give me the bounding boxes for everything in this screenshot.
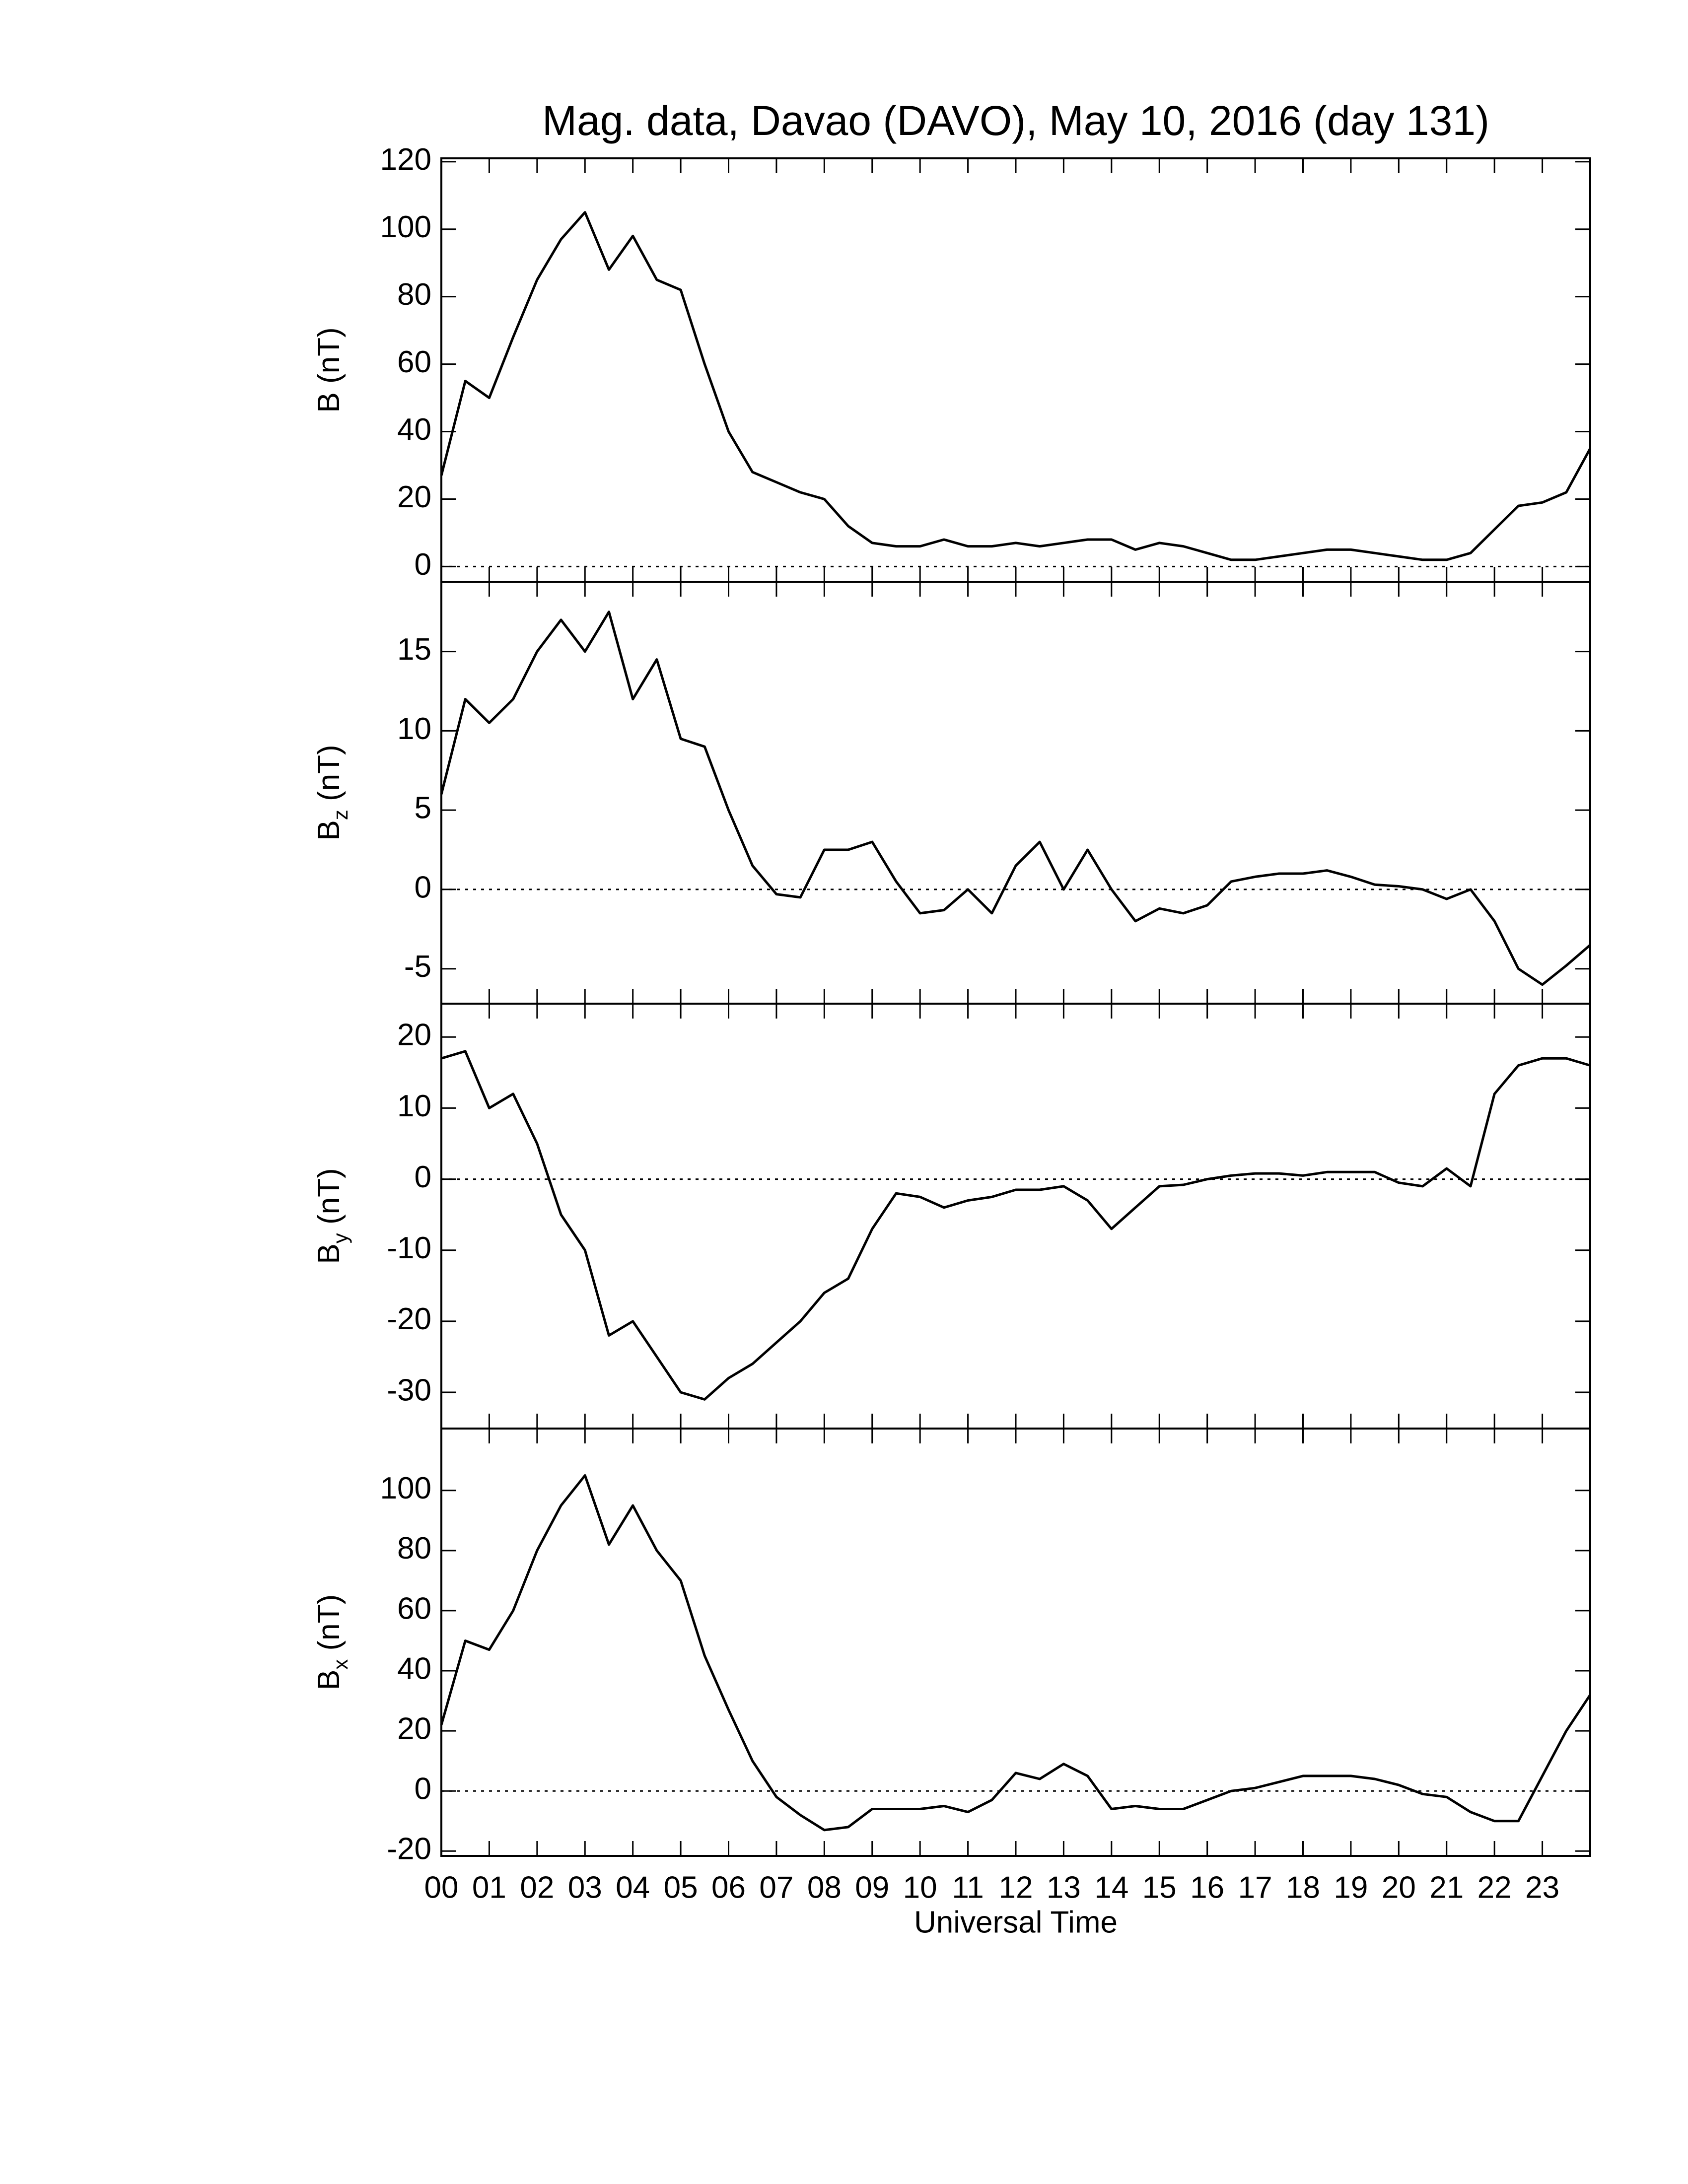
x-tick-label: 02 [520,1870,554,1905]
plot-frame [440,157,1591,583]
x-axis-label: Universal Time [914,1905,1118,1939]
y-tick-label: 120 [380,142,431,177]
x-tick-label: 16 [1190,1870,1224,1905]
y-tick-label: 15 [397,632,431,667]
x-tick-label: 14 [1094,1870,1128,1905]
y-axis-label-part: (nT) [312,1168,346,1233]
data-line [440,1474,1592,1832]
x-tick-label: 10 [903,1870,937,1905]
x-tick-label: 12 [999,1870,1033,1905]
chart-title: Mag. data, Davao (DAVO), May 10, 2016 (d… [542,97,1489,144]
y-tick-label: -10 [387,1231,431,1265]
y-tick-label: 20 [397,1018,431,1052]
x-tick-label: 03 [568,1870,602,1905]
y-tick-label: 5 [415,791,431,825]
y-tick-label: 80 [397,277,431,312]
y-axis-label: Bz (nT) [312,745,352,840]
data-line [440,211,1592,561]
x-tick-label: 22 [1477,1870,1512,1905]
y-tick-label: -20 [387,1302,431,1336]
y-tick-label: 100 [380,210,431,244]
y-tick-label: 10 [397,1089,431,1123]
y-axis-label-subscript: z [329,810,352,820]
x-tick-label: 08 [807,1870,842,1905]
x-tick-label: 07 [759,1870,793,1905]
data-line [440,611,1591,986]
y-tick-label: 0 [415,547,431,582]
x-tick-label: 04 [616,1870,650,1905]
y-axis-label-part: B (nT) [312,327,346,412]
y-tick-label: 0 [415,1772,431,1806]
plot-frame [440,1428,1591,1857]
y-tick-label: 20 [397,480,431,514]
y-tick-label: 40 [397,1651,431,1686]
x-tick-label: 17 [1238,1870,1272,1905]
y-axis-label-subscript: x [329,1659,352,1670]
x-tick-label: 11 [952,1870,984,1905]
x-tick-label: 13 [1047,1870,1081,1905]
y-axis-label: By (nT) [312,1168,352,1264]
y-tick-label: 80 [397,1531,431,1566]
y-tick-label: -5 [404,950,431,984]
x-tick-label: 00 [424,1870,459,1905]
y-tick-label: 60 [397,1591,431,1626]
y-axis-label-part: B [312,820,346,840]
y-axis-label-part: B [312,1670,346,1690]
x-tick-label: 06 [711,1870,746,1905]
y-axis-label: Bx (nT) [312,1594,352,1690]
x-tick-label: 05 [664,1870,698,1905]
y-axis-label: B (nT) [312,327,346,412]
y-axis-label-part: B [312,1243,346,1264]
y-tick-label: 0 [415,870,431,904]
y-tick-label: 10 [397,712,431,746]
x-tick-label: 09 [855,1870,889,1905]
plot-frame [440,581,1591,1005]
x-tick-label: 21 [1429,1870,1464,1905]
y-axis-label-subscript: y [329,1233,352,1243]
y-axis-label-part: (nT) [312,1594,346,1659]
y-tick-label: 100 [380,1471,431,1505]
x-tick-label: 15 [1142,1870,1177,1905]
y-tick-label: 40 [397,412,431,447]
y-tick-label: -30 [387,1373,431,1407]
x-tick-label: 19 [1334,1870,1368,1905]
y-tick-label: 60 [397,345,431,379]
data-line [441,1050,1591,1401]
plot-frame [440,1003,1591,1430]
x-tick-label: 18 [1286,1870,1320,1905]
y-tick-label: 0 [415,1160,431,1194]
y-tick-label: 20 [397,1711,431,1746]
y-axis-label-part: (nT) [312,745,346,810]
x-tick-label: 23 [1525,1870,1559,1905]
x-tick-label: 20 [1382,1870,1416,1905]
x-tick-label: 01 [472,1870,506,1905]
y-tick-label: -20 [387,1832,431,1866]
